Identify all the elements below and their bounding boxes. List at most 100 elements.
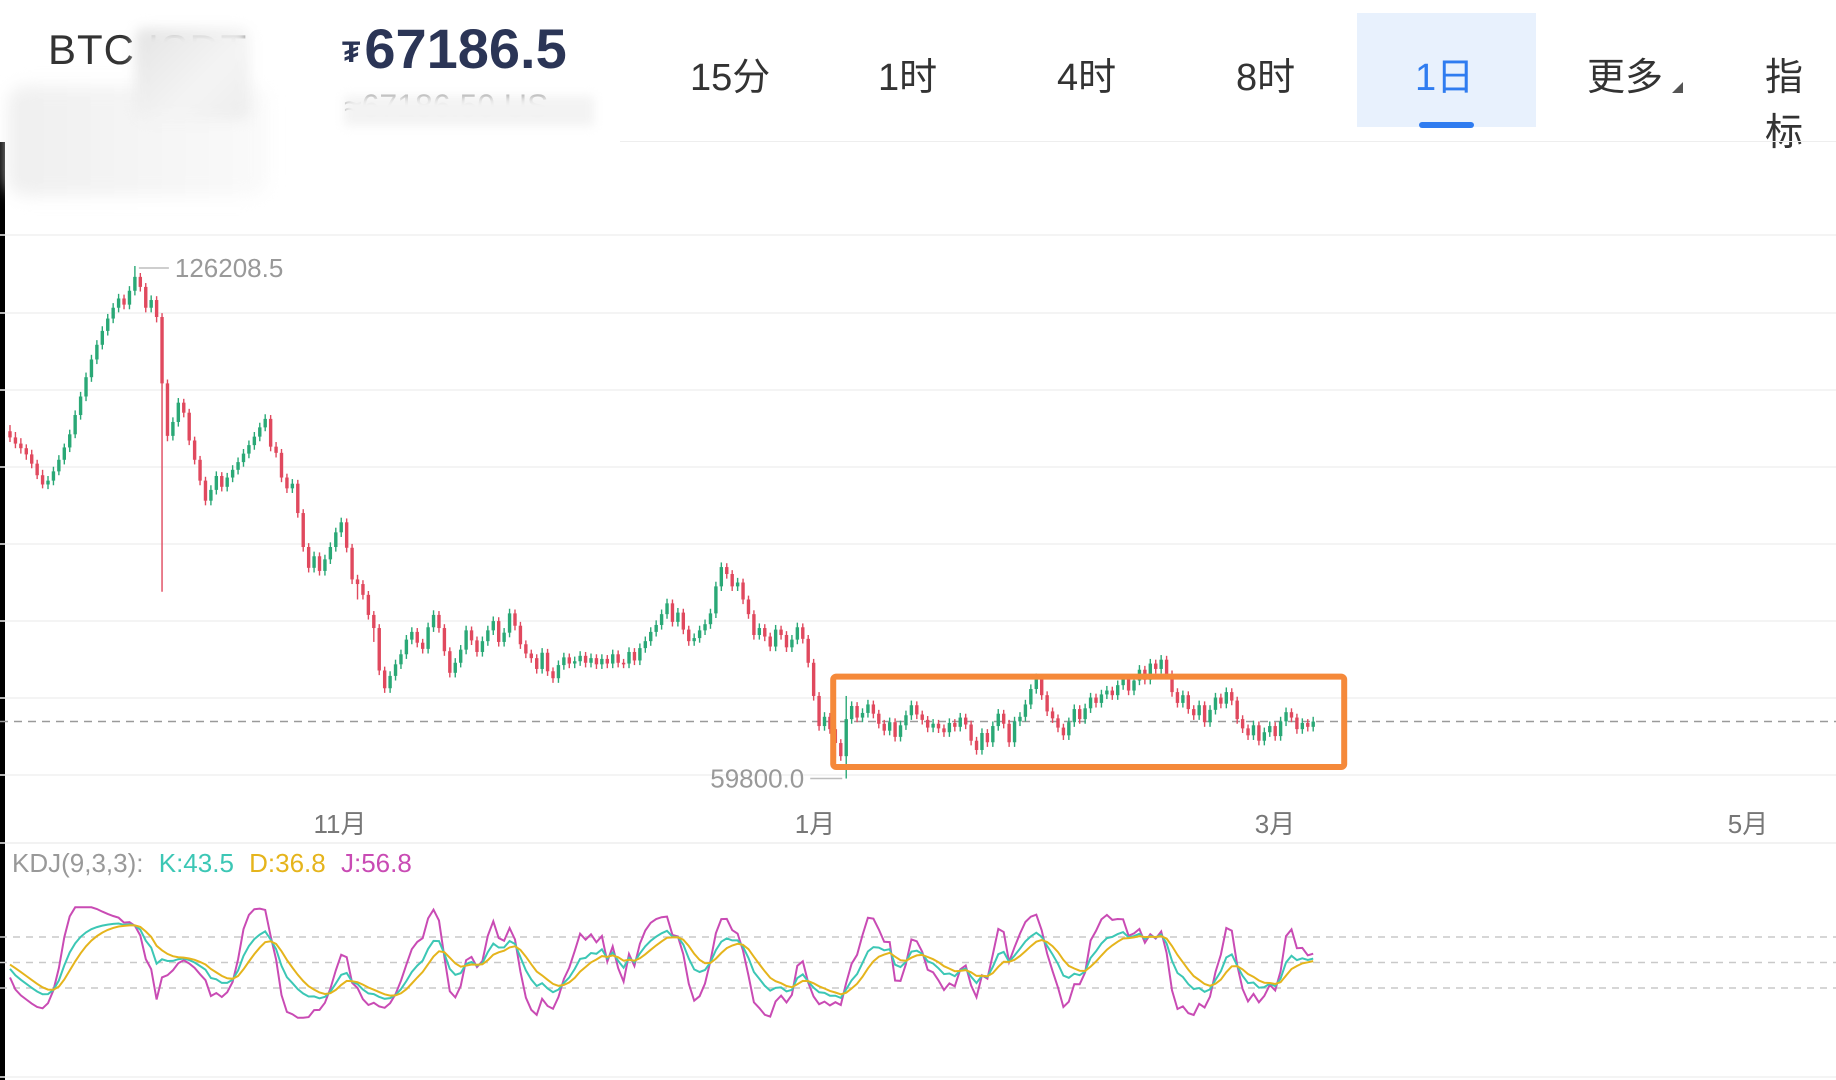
tab-8h[interactable]: 8时 [1236, 57, 1296, 99]
candle-body [746, 599, 751, 615]
candle-body [51, 471, 56, 481]
candle-body [839, 743, 843, 757]
tab-1h[interactable]: 1时 [878, 57, 938, 99]
candle-body [1067, 722, 1071, 736]
candle-body [442, 628, 447, 652]
candle-body [116, 298, 121, 308]
candle-body [817, 695, 821, 727]
tab-4h[interactable]: 4时 [1057, 57, 1117, 99]
candle-body [909, 705, 914, 716]
candle-body [974, 740, 979, 750]
candle-body [507, 613, 512, 633]
low-marker: 59800.0 [710, 764, 843, 794]
candle-body [19, 443, 23, 449]
candle-body [377, 628, 381, 671]
candle-body [725, 567, 729, 575]
candle-body [773, 629, 778, 647]
candle-body [877, 713, 881, 724]
candle-body [209, 489, 213, 501]
candle-body [106, 318, 110, 331]
candle-body [486, 630, 490, 642]
candle-body [513, 613, 517, 626]
tab-indicators[interactable]: 指标 [1765, 57, 1804, 154]
tab-1d[interactable]: 1日 [1415, 57, 1475, 99]
svg-text:KDJ(9,3,3): K:43.5: KDJ(9,3,3): K:43.5 D:36.8 J:56.8 [12, 848, 412, 878]
candle-body [437, 614, 441, 629]
candle-body [78, 396, 83, 416]
x-axis-labels: 11月 1月 3月 5月 [314, 809, 1769, 839]
candle-body [497, 621, 501, 642]
obscured-region [135, 28, 250, 120]
candle-body [1083, 708, 1087, 720]
candle-body [665, 603, 669, 615]
candle-body [203, 480, 208, 501]
candle-body [214, 475, 219, 490]
candle-body [1116, 685, 1120, 696]
candle-body [915, 705, 919, 715]
candle-body [1251, 725, 1256, 736]
candle-body [627, 651, 631, 664]
candle-body [1181, 695, 1185, 703]
candle-body [187, 412, 191, 441]
candle-body [46, 480, 50, 485]
candle-body [1148, 663, 1152, 680]
candle-body [947, 722, 952, 733]
candle-body [290, 483, 295, 489]
candle-body [1240, 719, 1245, 729]
kdj-indicator-panel [0, 906, 1836, 1019]
candle-body [567, 657, 571, 664]
candle-body [1164, 659, 1169, 675]
candle-body [860, 712, 865, 718]
candle-body [871, 704, 876, 714]
tab-more[interactable]: 更多 [1587, 57, 1664, 99]
candle-body [73, 415, 77, 435]
candle-body [149, 300, 153, 308]
candle-body [1078, 709, 1082, 720]
candle-body [1110, 690, 1114, 696]
candle-body [1311, 721, 1315, 727]
x-tick-label: 3月 [1255, 809, 1295, 839]
obscured-region [344, 96, 594, 126]
candle-body [611, 654, 615, 664]
candle-body [404, 639, 409, 655]
tab-15m[interactable]: 15分 [690, 57, 771, 99]
candle-body [752, 614, 756, 635]
candle-body [594, 658, 599, 665]
candle-body [13, 437, 18, 444]
candle-body [355, 579, 360, 585]
candle-body [220, 475, 224, 487]
candle-body [1170, 674, 1174, 693]
candle-body [1132, 680, 1136, 691]
candle-body [681, 612, 686, 630]
candle-body [1246, 728, 1250, 736]
candle-body [252, 436, 257, 446]
candle-body [1001, 713, 1006, 724]
candle-body [931, 723, 935, 728]
candle-body [263, 418, 267, 428]
candle-body [1072, 709, 1076, 723]
high-price-label: 126208.5 [175, 253, 283, 283]
candle-body [453, 662, 457, 673]
kdj-j-value: J:56.8 [341, 848, 412, 878]
candle-body [431, 614, 436, 628]
candle-body [904, 715, 908, 726]
candle-body [942, 728, 946, 733]
candle-body [779, 629, 783, 635]
candle-body [1126, 678, 1131, 691]
candle-body [274, 446, 278, 453]
candle-body [393, 664, 398, 676]
candle-body [556, 665, 561, 679]
x-tick-label: 11月 [314, 809, 367, 839]
candle-body [258, 427, 262, 437]
candle-body [529, 653, 533, 659]
candle-body [1278, 721, 1283, 737]
candle-body [100, 330, 105, 345]
candle-body [1034, 678, 1038, 690]
candle-body [415, 631, 419, 643]
candle-body [616, 654, 620, 663]
candle-body [676, 612, 680, 622]
candle-body [95, 344, 99, 360]
candle-body [154, 300, 159, 318]
candle-body [1300, 722, 1305, 730]
